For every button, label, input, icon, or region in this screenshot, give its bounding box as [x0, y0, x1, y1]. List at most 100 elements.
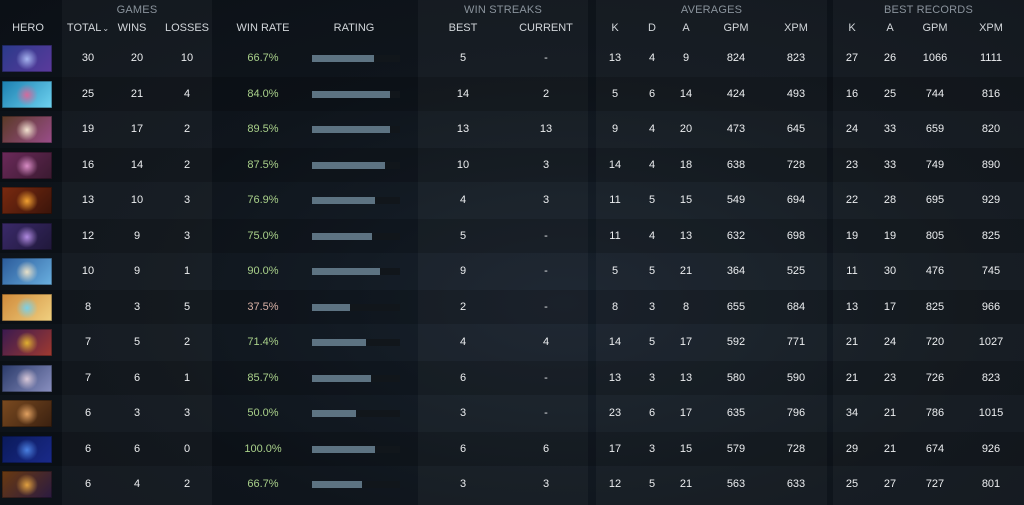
streak-best-cell: 5	[459, 52, 467, 64]
table-row[interactable]: 16 14 2 87.5% 10 3 14 4 18 638 728 23 33 749 890	[0, 147, 1024, 182]
table-row[interactable]: 25 21 4 84.0% 14 2 5 6 14 424 493 16 25 744 816	[0, 76, 1024, 111]
best-kills-cell: 13	[845, 300, 859, 313]
best-xpm-cell: 890	[981, 158, 1001, 171]
avg-xpm-cell: 493	[786, 87, 806, 100]
rating-bar-fill	[312, 268, 380, 275]
games-wins-cell: 10	[130, 194, 144, 206]
table-row[interactable]: 12 9 3 75.0% 5 - 11 4 13 632 698 19 19 805 825	[0, 218, 1024, 253]
hero-portrait[interactable]	[2, 471, 52, 498]
header-rating[interactable]: RATING	[333, 22, 375, 34]
best-xpm-cell: 801	[981, 478, 1001, 490]
hero-portrait[interactable]	[2, 400, 52, 427]
best-gpm-cell: 749	[925, 158, 945, 171]
avg-kills-cell: 17	[608, 442, 622, 455]
best-assists-cell: 26	[883, 52, 897, 64]
table-row[interactable]: 6 3 3 50.0% 3 - 23 6 17 635 796 34 21 786 1015	[0, 396, 1024, 430]
header-wins[interactable]: WINS	[117, 22, 147, 34]
hero-portrait[interactable]	[2, 80, 52, 108]
table-row[interactable]: 8 3 5 37.5% 2 - 8 3 8 655 684 13 17 825 966	[0, 289, 1024, 324]
streak-best-cell: 9	[459, 265, 467, 277]
hero-portrait[interactable]	[2, 222, 52, 250]
header-avg-kills[interactable]: K	[611, 22, 619, 34]
streak-best-cell: 3	[459, 407, 467, 419]
best-xpm-cell: 1015	[978, 407, 1004, 419]
table-row[interactable]: 19 17 2 89.5% 13 13 9 4 20 473 645 24 33 659 820	[0, 112, 1024, 146]
best-kills-cell: 21	[845, 336, 859, 348]
avg-gpm-cell: 579	[726, 442, 746, 455]
table-row[interactable]: 7 6 1 85.7% 6 - 13 3 13 580 590 21 23 726 823	[0, 360, 1024, 395]
avg-deaths-cell: 4	[648, 158, 656, 171]
header-win-rate[interactable]: WIN RATE	[236, 22, 290, 34]
hero-portrait[interactable]	[2, 151, 52, 179]
streak-current-cell: -	[544, 229, 548, 242]
avg-kills-cell: 5	[611, 87, 619, 100]
header-best-assists[interactable]: A	[886, 22, 894, 34]
header-best-gpm[interactable]: GPM	[922, 22, 948, 34]
avg-deaths-cell: 5	[648, 265, 656, 277]
rating-bar-fill	[312, 126, 391, 133]
avg-gpm-cell: 655	[726, 300, 746, 313]
avg-assists-cell: 21	[679, 265, 693, 277]
hero-portrait[interactable]	[2, 187, 52, 214]
avg-gpm-cell: 592	[726, 336, 746, 348]
best-xpm-cell: 926	[981, 442, 1001, 455]
header-hero[interactable]: HERO	[12, 22, 44, 34]
best-xpm-cell: 929	[981, 194, 1001, 206]
streak-best-cell: 14	[456, 87, 470, 100]
hero-portrait[interactable]	[2, 116, 52, 143]
header-streak-best[interactable]: BEST	[448, 22, 478, 34]
rating-bar	[312, 374, 400, 382]
games-wins-cell: 3	[133, 407, 141, 419]
header-avg-assists[interactable]: A	[682, 22, 690, 34]
rating-bar-fill	[312, 90, 391, 98]
table-row[interactable]: 6 4 2 66.7% 3 3 12 5 21 563 633 25 27 727 801	[0, 467, 1024, 501]
games-losses-cell: 2	[183, 158, 191, 171]
win-rate-cell: 87.5%	[247, 158, 279, 171]
best-gpm-cell: 825	[925, 300, 945, 313]
hero-portrait[interactable]	[2, 435, 52, 463]
hero-portrait[interactable]	[2, 258, 52, 285]
table-row[interactable]: 13 10 3 76.9% 4 3 11 5 15 549 694 22 28 695 929	[0, 183, 1024, 217]
best-kills-cell: 25	[845, 478, 859, 490]
header-losses[interactable]: LOSSES	[164, 22, 210, 34]
avg-xpm-cell: 645	[786, 123, 806, 135]
best-xpm-cell: 823	[981, 371, 1001, 384]
header-avg-deaths[interactable]: D	[648, 22, 656, 34]
rating-bar-fill	[312, 374, 371, 382]
header-avg-gpm[interactable]: GPM	[723, 22, 749, 34]
header-streak-current[interactable]: CURRENT	[519, 22, 573, 34]
table-row[interactable]: 10 9 1 90.0% 9 - 5 5 21 364 525 11 30 476 745	[0, 254, 1024, 288]
hero-portrait[interactable]	[2, 364, 52, 392]
win-rate-cell: 50.0%	[247, 407, 279, 419]
avg-assists-cell: 9	[682, 52, 690, 64]
avg-gpm-cell: 632	[726, 229, 746, 242]
rating-bar-fill	[312, 55, 374, 62]
rating-bar-fill	[312, 197, 375, 204]
header-avg-xpm[interactable]: XPM	[784, 22, 808, 34]
table-row[interactable]: 30 20 10 66.7% 5 - 13 4 9 824 823 27 26 1066 1111	[0, 41, 1024, 75]
rating-bar	[312, 197, 400, 204]
hero-portrait[interactable]	[2, 293, 52, 321]
win-rate-cell: 84.0%	[247, 87, 279, 100]
table-row[interactable]: 6 6 0 100.0% 6 6 17 3 15 579 728 29 21 674 926	[0, 431, 1024, 466]
best-kills-cell: 22	[845, 194, 859, 206]
hero-portrait[interactable]	[2, 45, 52, 72]
header-total[interactable]: TOTAL⌄	[62, 20, 114, 36]
avg-assists-cell: 17	[679, 407, 693, 419]
avg-gpm-cell: 424	[726, 87, 746, 100]
best-gpm-cell: 659	[925, 123, 945, 135]
header-best-kills[interactable]: K	[848, 22, 856, 34]
rating-bar-fill	[312, 445, 376, 453]
header-total-label: TOTAL	[66, 22, 102, 34]
table-row[interactable]: 7 5 2 71.4% 4 4 14 5 17 592 771 21 24 720 1027	[0, 325, 1024, 359]
avg-assists-cell: 14	[679, 87, 693, 100]
hero-portrait[interactable]	[2, 329, 52, 356]
rating-bar-fill	[312, 161, 385, 169]
avg-deaths-cell: 6	[648, 87, 656, 100]
rating-bar-fill	[312, 339, 366, 346]
hero-face-icon	[16, 261, 38, 283]
best-xpm-cell: 820	[981, 123, 1001, 135]
hero-face-icon	[16, 190, 38, 212]
header-best-xpm[interactable]: XPM	[979, 22, 1003, 34]
win-rate-cell: 66.7%	[247, 478, 279, 490]
